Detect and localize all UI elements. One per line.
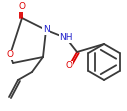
Text: NH: NH <box>59 34 73 43</box>
Text: N: N <box>43 26 49 35</box>
Text: O: O <box>66 61 73 70</box>
Text: O: O <box>19 3 26 12</box>
Text: O: O <box>6 51 13 59</box>
